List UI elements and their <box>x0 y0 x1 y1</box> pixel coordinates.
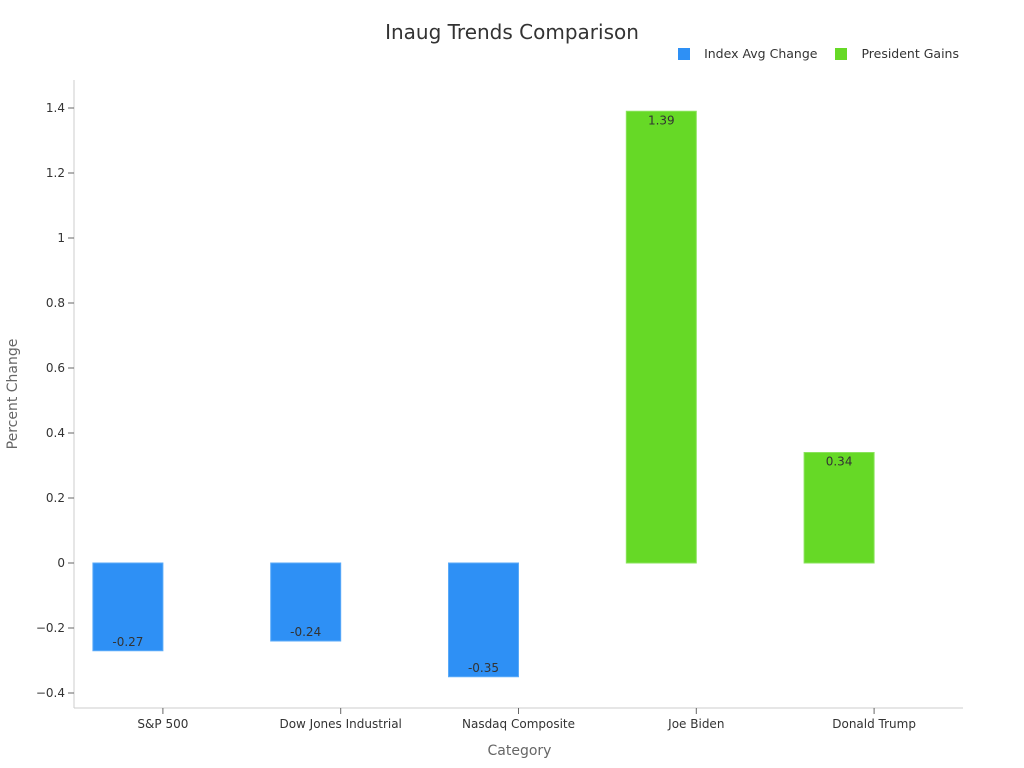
bar-donald-trump[interactable] <box>803 452 875 564</box>
y-tick-label: 0 <box>57 556 65 570</box>
y-tick-label: 1.4 <box>46 101 65 115</box>
data-label: -0.24 <box>290 625 321 639</box>
bar-nasdaq-composite[interactable] <box>448 562 519 678</box>
x-tick-label: Nasdaq Composite <box>462 717 575 731</box>
data-label: -0.35 <box>468 661 499 675</box>
x-tick-label: S&P 500 <box>137 717 188 731</box>
y-tick-label: 0.8 <box>46 296 65 310</box>
x-tick-label: Joe Biden <box>667 717 724 731</box>
legend-label: Index Avg Change <box>704 46 818 61</box>
y-tick-label: 0.4 <box>46 426 65 440</box>
bar-s-p-500[interactable] <box>92 562 164 652</box>
x-tick-label: Dow Jones Industrial <box>279 717 401 731</box>
y-tick-label: −0.2 <box>36 621 65 635</box>
legend: Index Avg Change President Gains <box>660 46 959 61</box>
bar-joe-biden[interactable] <box>625 110 697 564</box>
data-label: 1.39 <box>648 113 675 127</box>
legend-swatch-green <box>835 47 848 60</box>
data-label: 0.34 <box>826 455 853 469</box>
y-tick-label: 0.6 <box>46 361 65 375</box>
legend-swatch-blue <box>678 47 691 60</box>
y-tick-label: −0.4 <box>36 686 65 700</box>
legend-label: President Gains <box>861 46 959 61</box>
ticks: 1.4 1.2 1 0.8 0.6 0.4 0.2 0 −0.2 −0.4 S&P 500 Dow J… <box>36 101 916 731</box>
y-tick-label: 0.2 <box>46 491 65 505</box>
y-tick-label: 1.2 <box>46 166 65 180</box>
chart-title: Inaug Trends Comparison <box>385 20 639 44</box>
x-axis-label: Category <box>487 743 552 759</box>
legend-item-index-avg-change[interactable]: Index Avg Change <box>678 46 817 61</box>
legend-item-president-gains[interactable]: President Gains <box>835 46 959 61</box>
bar-dow-jones-industrial[interactable] <box>270 562 342 642</box>
data-label: -0.27 <box>112 635 143 649</box>
x-tick-label: Donald Trump <box>832 717 916 731</box>
bars: -0.27 -0.24 -0.35 1.39 0.34 <box>92 110 875 678</box>
y-tick-label: 1 <box>57 231 65 245</box>
